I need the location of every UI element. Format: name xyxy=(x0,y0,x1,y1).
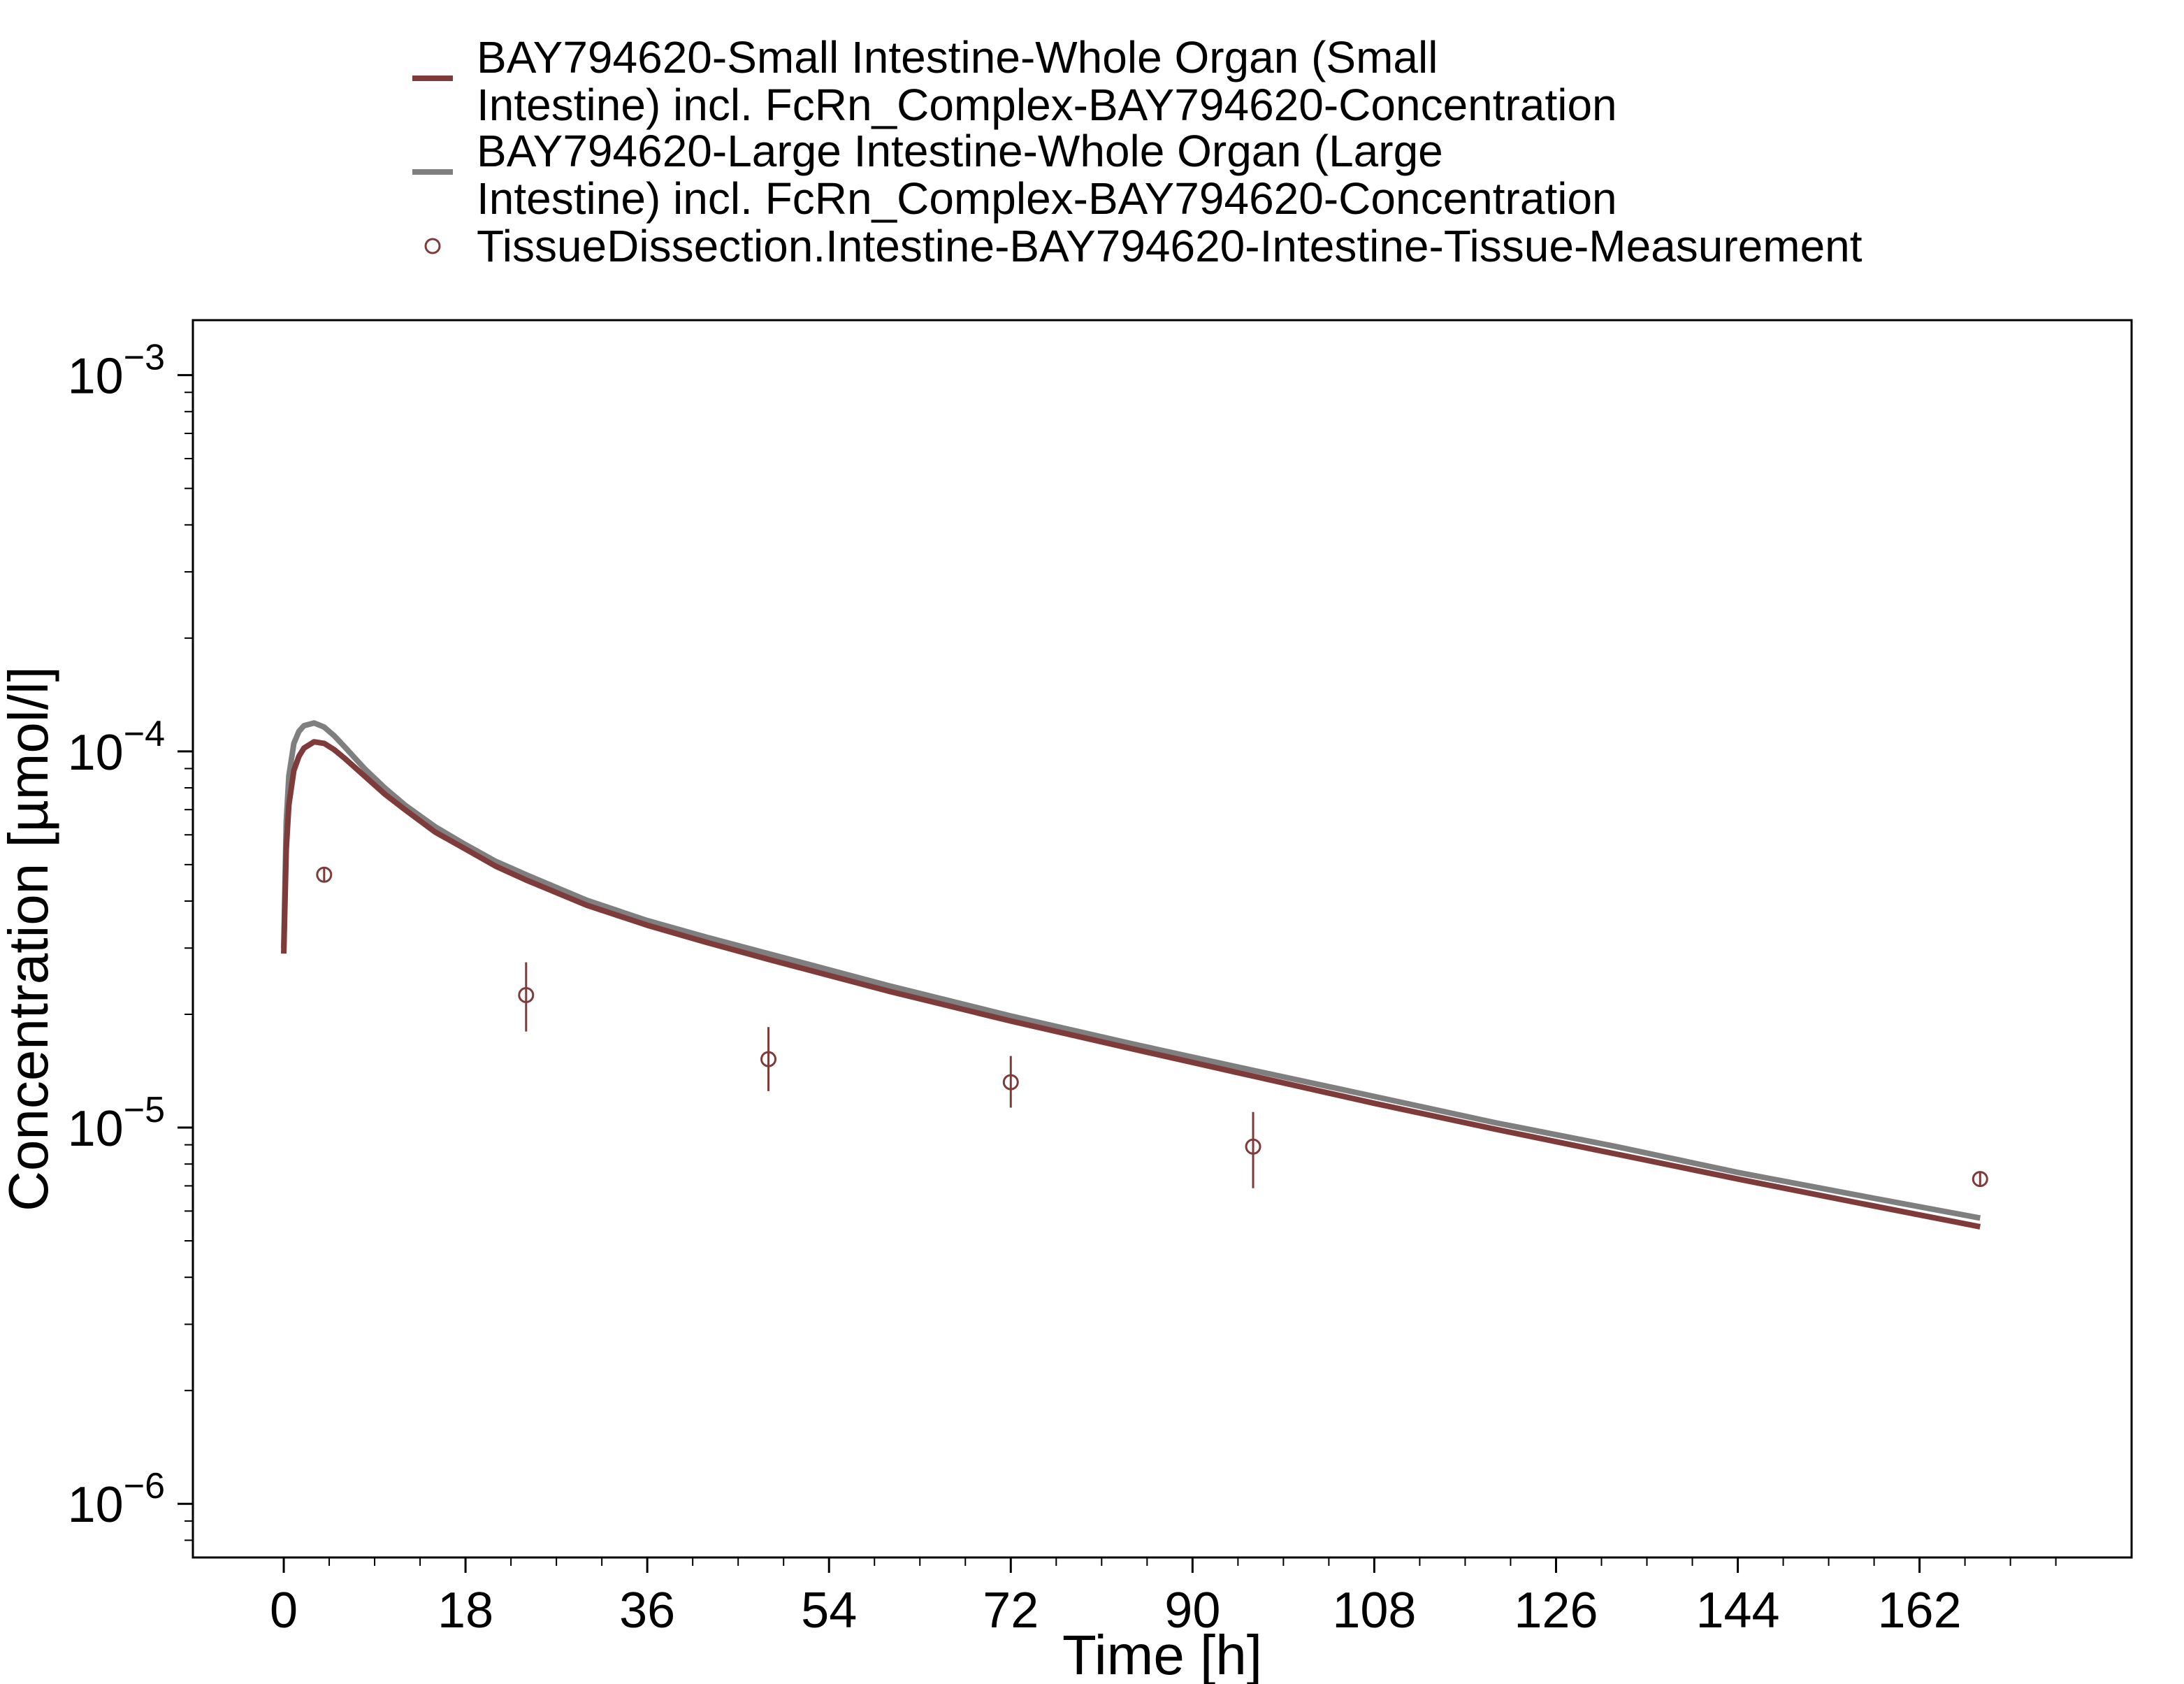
plot-frame xyxy=(191,319,2133,1559)
x-tick-label: 18 xyxy=(437,1583,493,1639)
y-tick-base: 10 xyxy=(68,349,124,405)
data-point xyxy=(1002,1074,1019,1091)
data-point xyxy=(316,866,333,883)
x-tick-label: 144 xyxy=(1695,1583,1779,1639)
legend-label: Intestine) incl. FcRn_Complex-BAY794620-… xyxy=(477,173,1617,224)
legend-swatch xyxy=(424,238,441,254)
data-point xyxy=(1972,1171,1988,1188)
x-tick-label: 54 xyxy=(801,1583,857,1639)
legend-label: TissueDissection.Intestine-BAY794620-Int… xyxy=(477,221,1863,271)
x-axis: 0 18 36 54 72 90 108 126 144 162 xyxy=(270,1557,1962,1639)
legend-label: BAY794620-Small Intestine-Whole Organ (S… xyxy=(477,32,1438,82)
y-tick-exponent: −4 xyxy=(124,714,165,754)
y-tick-label: 10−5 xyxy=(68,1090,165,1157)
y-tick-exponent: −6 xyxy=(124,1466,165,1506)
y-tick-base: 10 xyxy=(68,1477,124,1533)
y-tick-base: 10 xyxy=(68,1101,124,1157)
y-tick-label: 10−4 xyxy=(68,714,165,781)
y-axis: 10−310−410−510−6 xyxy=(68,338,193,1533)
legend-label: BAY794620-Large Intestine-Whole Organ (L… xyxy=(477,126,1443,176)
data-point xyxy=(760,1051,777,1067)
legend-label: Intestine) incl. FcRn_Complex-BAY794620-… xyxy=(477,80,1617,130)
series-line-large-intestine xyxy=(281,720,1981,1221)
legend: BAY794620-Small Intestine-Whole Organ (S… xyxy=(412,32,1863,271)
y-tick-base: 10 xyxy=(68,725,124,781)
x-axis-title: Time [h] xyxy=(1062,1624,1262,1684)
x-tick-label: 36 xyxy=(619,1583,675,1639)
y-tick-label: 10−3 xyxy=(68,338,165,405)
data-point xyxy=(1245,1138,1261,1155)
y-minor-ticks xyxy=(185,391,193,1541)
y-tick-exponent: −5 xyxy=(124,1090,165,1130)
x-minor-ticks xyxy=(328,1557,2057,1566)
y-tick-exponent: −3 xyxy=(124,338,165,378)
x-tick-label: 108 xyxy=(1332,1583,1416,1639)
y-axis-title: Concentration [µmol/l] xyxy=(0,666,59,1211)
series-layer xyxy=(281,720,1988,1230)
series-line-small-intestine xyxy=(281,739,1981,1230)
x-tick-label: 162 xyxy=(1878,1583,1962,1639)
x-tick-label: 126 xyxy=(1514,1583,1598,1639)
x-tick-label: 0 xyxy=(270,1583,298,1639)
x-tick-label: 72 xyxy=(983,1583,1039,1639)
data-point xyxy=(518,986,535,1003)
y-tick-label: 10−6 xyxy=(68,1466,165,1533)
x-tick-label: 90 xyxy=(1164,1583,1220,1639)
